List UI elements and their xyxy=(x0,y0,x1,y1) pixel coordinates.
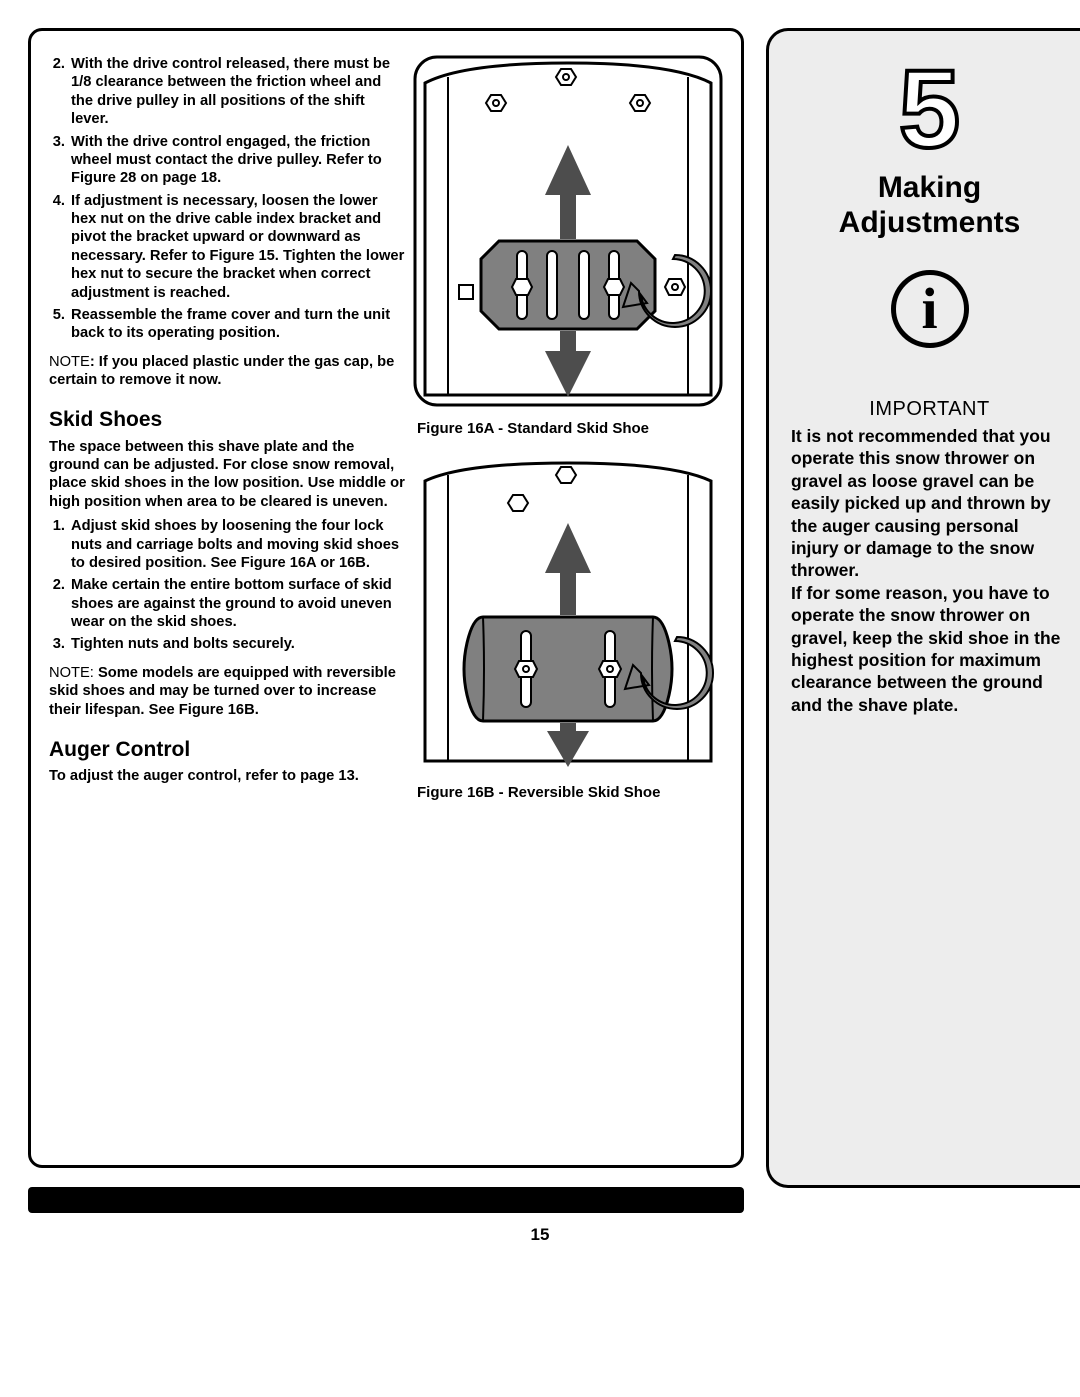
list-number: 5. xyxy=(49,306,71,343)
note-2: NOTE: Some models are equipped with reve… xyxy=(49,664,405,719)
list-text: If adjustment is necessary, loosen the l… xyxy=(71,192,405,302)
chapter-number: 5 xyxy=(791,55,1068,165)
important-body: It is not recommended that you operate t… xyxy=(791,425,1068,716)
note-1: NOTE: If you placed plastic under the ga… xyxy=(49,353,405,390)
list-item: 2.With the drive control released, there… xyxy=(49,55,405,129)
list-item: 2.Make certain the entire bottom surface… xyxy=(49,576,405,631)
text-column: 2.With the drive control released, there… xyxy=(49,55,405,825)
list-number: 1. xyxy=(49,517,71,572)
info-icon: i xyxy=(891,270,969,348)
figure-16a-caption: Figure 16A - Standard Skid Shoe xyxy=(417,420,723,437)
page-frame: 2.With the drive control released, there… xyxy=(28,28,744,1168)
figure-16b-svg xyxy=(413,461,723,771)
list-number: 3. xyxy=(49,133,71,188)
list-item: 3.With the drive control engaged, the fr… xyxy=(49,133,405,188)
main-columns: 2.With the drive control released, there… xyxy=(49,55,723,825)
auger-paragraph: To adjust the auger control, refer to pa… xyxy=(49,767,405,785)
note-lead: NOTE: xyxy=(49,665,98,681)
figure-16b-caption: Figure 16B - Reversible Skid Shoe xyxy=(417,784,723,801)
list-text: Tighten nuts and bolts securely. xyxy=(71,635,405,653)
list-number: 4. xyxy=(49,192,71,302)
page-number: 15 xyxy=(0,1225,1080,1245)
list-item: 3.Tighten nuts and bolts securely. xyxy=(49,635,405,653)
bottom-bar xyxy=(28,1187,744,1213)
list-item: 1.Adjust skid shoes by loosening the fou… xyxy=(49,517,405,572)
list-number: 2. xyxy=(49,55,71,129)
figure-16a-svg xyxy=(413,55,723,407)
chapter-title: Making Adjustments xyxy=(791,171,1068,240)
list-text: Adjust skid shoes by loosening the four … xyxy=(71,517,405,572)
list-number: 2. xyxy=(49,576,71,631)
sidebar: 5 Making Adjustments i IMPORTANT It is n… xyxy=(766,28,1080,1188)
note-body: : If you placed plastic under the gas ca… xyxy=(49,354,394,388)
figure-column: Figure 16A - Standard Skid Shoe xyxy=(413,55,723,825)
list-number: 3. xyxy=(49,635,71,653)
note-body: Some models are equipped with reversible… xyxy=(49,665,396,718)
list-item: 5.Reassemble the frame cover and turn th… xyxy=(49,306,405,343)
info-glyph: i xyxy=(921,280,937,338)
procedure-list-1: 2.With the drive control released, there… xyxy=(49,55,405,343)
list-text: Make certain the entire bottom surface o… xyxy=(71,576,405,631)
skid-shoes-heading: Skid Shoes xyxy=(49,407,405,433)
important-heading: IMPORTANT xyxy=(791,398,1068,421)
procedure-list-2: 1.Adjust skid shoes by loosening the fou… xyxy=(49,517,405,654)
note-lead: NOTE xyxy=(49,354,90,370)
list-item: 4.If adjustment is necessary, loosen the… xyxy=(49,192,405,302)
skid-intro: The space between this shave plate and t… xyxy=(49,438,405,512)
list-text: With the drive control released, there m… xyxy=(71,55,405,129)
list-text: Reassemble the frame cover and turn the … xyxy=(71,306,405,343)
list-text: With the drive control engaged, the fric… xyxy=(71,133,405,188)
auger-control-heading: Auger Control xyxy=(49,737,405,763)
